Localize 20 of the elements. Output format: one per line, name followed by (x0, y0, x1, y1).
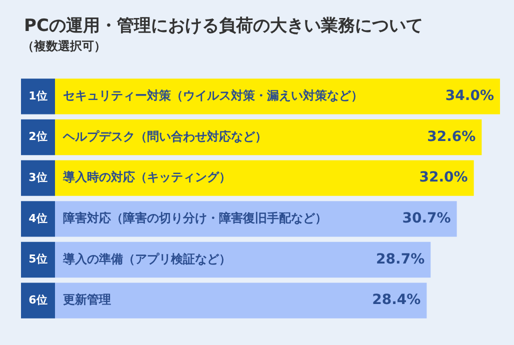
text: 1位 (28, 89, 48, 102)
data-label: 28.7% (376, 251, 425, 268)
data-label: 30.7% (402, 210, 451, 227)
y-tick-label: ヘルプデスク（問い合わせ対応など） (62, 129, 267, 144)
chart-title: PCの運用・管理における負荷の大きい業務について (24, 15, 423, 37)
y-tick-label: 障害対応（障害の切り分け・障害復旧手配など） (63, 211, 327, 226)
text: 3位 (28, 170, 48, 184)
data-label: 28.4% (372, 292, 421, 308)
text: 5位 (28, 252, 48, 266)
chart-subtitle: （複数選択可） (22, 38, 106, 55)
y-tick-label: 導入時の対応（キッティング） (62, 170, 231, 184)
y-tick-label: 導入の準備（アプリ検証など） (62, 252, 231, 266)
text: 6位 (28, 293, 48, 306)
y-tick-label: セキュリティー対策（ウイルス対策・漏えい対策など） (63, 88, 363, 103)
text: 2位 (28, 130, 48, 144)
data-label: 32.6% (427, 128, 476, 145)
data-label: 32.0% (419, 170, 468, 186)
text: 4位 (28, 212, 48, 225)
data-label: 34.0% (445, 88, 494, 104)
y-tick-label: 更新管理 (63, 292, 111, 307)
